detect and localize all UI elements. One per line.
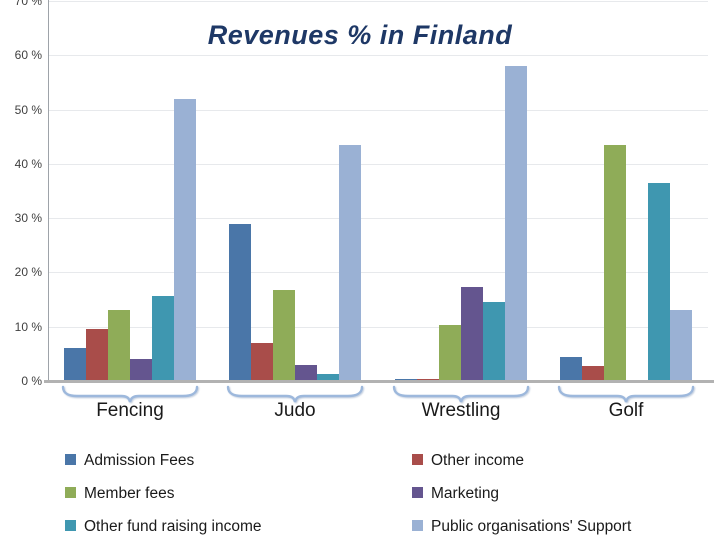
legend-item: Other income [412,450,631,471]
y-axis-line [48,0,49,381]
bar [86,329,108,381]
legend-label: Other fund raising income [84,517,262,535]
curly-brace [61,385,199,403]
y-tick-label: 40 % [14,156,42,171]
bar [229,223,251,381]
legend-column: Admission Fees Member fees Other fund rais… [65,450,261,540]
gridline [48,326,708,328]
y-tick-label: 10 % [14,319,42,334]
y-tick-label: 50 % [14,102,42,117]
gridline [48,218,708,220]
category-label: Fencing [96,400,164,421]
curly-brace [557,385,695,403]
bar [130,359,152,381]
legend-item: Admission Fees [65,450,261,471]
bar [560,356,582,381]
curly-brace [392,385,530,403]
y-tick-label: 70 % [14,0,42,8]
bar [582,365,604,381]
bar [648,182,670,381]
legend-label: Other income [431,451,525,469]
y-tick-label: 0 % [21,374,42,388]
bar [273,289,295,381]
gridline [48,0,708,2]
legend-swatch [65,487,76,498]
bar [604,144,626,381]
legend-item: Other fund raising income [65,516,261,537]
bar [152,295,174,381]
chart-title: Revenues % in Finland [207,20,513,50]
x-axis-baseline [44,380,714,383]
bar [670,310,692,381]
legend-item: Public organisations' Support [412,516,631,537]
curly-brace [226,385,364,403]
bar [439,324,461,381]
legend-column: Other income Marketing Public organisation… [412,450,631,540]
gridline [48,109,708,111]
bar [251,342,273,381]
legend-swatch [65,520,76,531]
bar [461,287,483,381]
bar [505,66,527,381]
legend-swatch [412,454,423,465]
bar [339,144,361,381]
legend-label: Public organisations' Support [431,517,632,535]
legend-swatch [412,487,423,498]
gridline [48,163,708,165]
gridline [48,55,708,57]
y-tick-label: 30 % [14,211,42,226]
legend-label: Admission Fees [84,451,195,469]
y-tick-label: 60 % [14,48,42,63]
bar [295,364,317,381]
legend-swatch [412,520,423,531]
legend-label: Member fees [84,484,175,502]
legend-swatch [65,454,76,465]
legend-label: Marketing [431,484,500,502]
bar [174,98,196,381]
legend-item: Member fees [65,483,261,504]
gridline [48,272,708,274]
bar [64,348,86,381]
bar [108,310,130,381]
category-label: Judo [274,400,316,421]
category-label: Golf [608,400,644,421]
category-label: Wrestling [421,400,501,421]
bar [483,302,505,381]
legend-item: Marketing [412,483,631,504]
bar [317,374,339,381]
y-tick-label: 20 % [14,265,42,280]
